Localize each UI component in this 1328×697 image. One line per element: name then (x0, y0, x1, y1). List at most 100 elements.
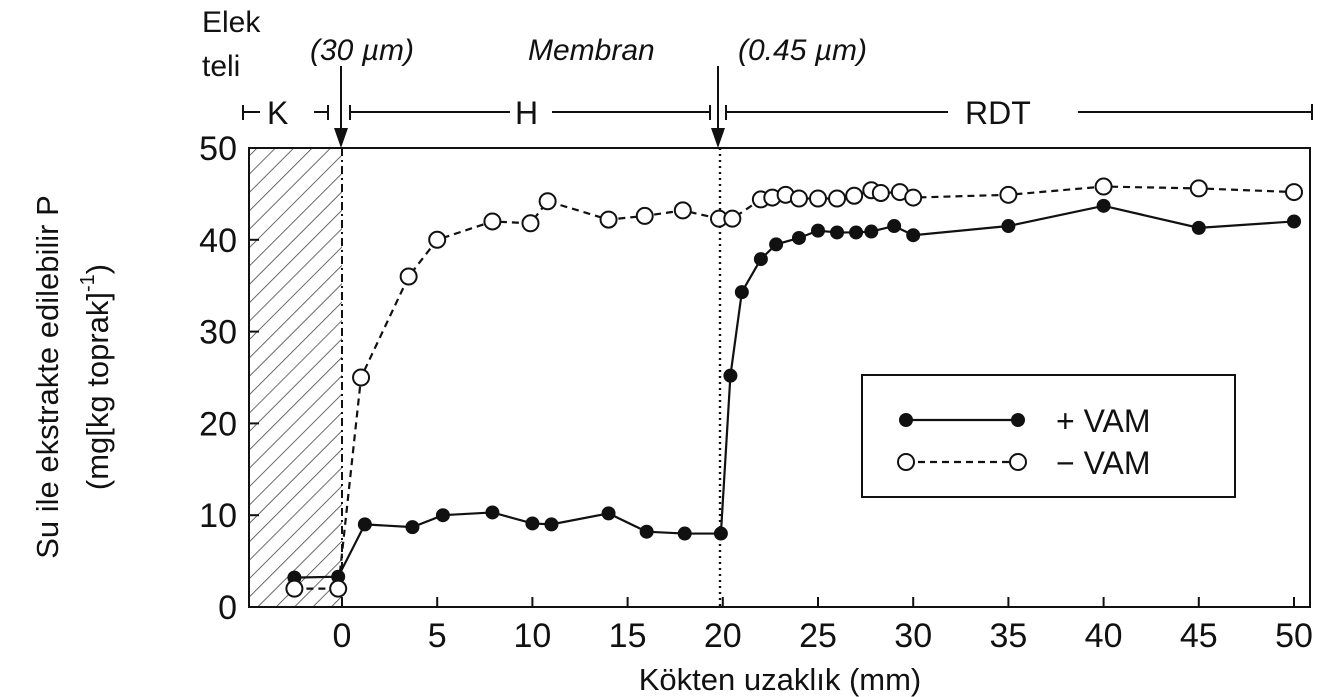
legend-marker (899, 413, 913, 427)
data-point (1287, 214, 1301, 229)
data-point (789, 189, 808, 208)
data-point (1189, 179, 1208, 198)
x-tick-label: 25 (799, 617, 837, 655)
data-point (538, 192, 557, 211)
data-point (830, 225, 845, 240)
data-point (285, 579, 304, 598)
x-tick-label: 45 (1180, 617, 1218, 655)
data-point (811, 223, 825, 238)
data-point (999, 185, 1018, 204)
y-axis-title-unit: (mg[kg toprak] (80, 292, 115, 490)
data-point (673, 201, 692, 220)
data-point (428, 230, 447, 249)
data-point (521, 214, 540, 233)
data-point (791, 230, 806, 245)
data-point (525, 516, 540, 531)
data-point (864, 224, 879, 239)
x-tick-label: 0 (333, 617, 352, 655)
data-point (601, 506, 616, 521)
y-axis-title-close: ) (80, 264, 115, 274)
zone-rdt-bracket (725, 104, 1313, 120)
y-tick-label: 20 (199, 405, 237, 443)
data-point (485, 505, 500, 520)
x-tick-label: 5 (428, 617, 447, 655)
x-axis-title: Kökten uzaklık (mm) (639, 662, 922, 697)
legend-items: + VAM − VAM (897, 403, 1151, 481)
data-point (544, 517, 559, 532)
y-axis-title-line2: (mg[kg toprak]-1) (77, 264, 115, 490)
zone-k-bracket (242, 105, 329, 120)
legend-label: − VAM (1056, 445, 1151, 481)
x-tick-label: 15 (609, 617, 647, 655)
data-point (399, 267, 418, 286)
data-point (1191, 220, 1206, 235)
legend: + VAM − VAM (861, 374, 1236, 498)
y-axis: 0 10 20 30 40 50 (199, 130, 259, 627)
data-point (809, 189, 827, 208)
data-point (713, 526, 728, 541)
data-point (1096, 198, 1111, 213)
legend-box (861, 374, 1236, 498)
zone-h-label: H (515, 95, 538, 131)
y-tick-label: 10 (199, 497, 237, 535)
data-point (1001, 219, 1016, 234)
mesh-size-label: (30 µm) (310, 34, 414, 67)
data-point (828, 189, 847, 208)
data-point (329, 579, 348, 598)
y-tick-label: 30 (199, 314, 237, 352)
data-point (677, 526, 692, 541)
series-minus-vam (285, 177, 1303, 598)
membrane-arrow (711, 66, 725, 148)
x-tick-label: 10 (513, 617, 551, 655)
data-point (906, 228, 921, 243)
y-tick-label: 40 (199, 222, 237, 260)
data-point (599, 210, 618, 229)
y-tick-label: 0 (218, 589, 237, 627)
data-point (723, 368, 738, 383)
legend-label: + VAM (1056, 403, 1151, 439)
data-point (635, 206, 654, 225)
data-point (357, 517, 372, 532)
y-axis-title-exponent: -1 (77, 274, 99, 292)
x-tick-label: 50 (1275, 617, 1313, 655)
data-point (352, 368, 371, 387)
data-point (1094, 177, 1113, 196)
legend-marker (1009, 453, 1027, 471)
zone-h-bracket (349, 105, 711, 120)
data-point (483, 212, 502, 231)
y-tick-label: 50 (199, 130, 237, 168)
data-point (753, 252, 768, 267)
data-point (435, 508, 450, 523)
x-axis: 0 5 10 15 20 25 30 35 40 45 50 (333, 597, 1313, 655)
data-point (405, 520, 420, 535)
x-tick-label: 20 (704, 617, 742, 655)
elek-label-line2: teli (202, 50, 240, 83)
data-point (1285, 183, 1303, 202)
membrane-size-label: (0.45 µm) (738, 34, 867, 67)
data-point (734, 285, 749, 300)
data-point (845, 186, 864, 205)
x-tick-label: 30 (894, 617, 932, 655)
data-point (887, 219, 902, 234)
zone-k-label: K (267, 95, 288, 131)
legend-item: − VAM (897, 445, 1151, 481)
data-point (723, 209, 742, 228)
membrane-label: Membran (528, 34, 655, 67)
plot-frame (248, 147, 1311, 608)
data-point (769, 237, 784, 252)
x-tick-label: 40 (1085, 617, 1123, 655)
root-zone-hatch (249, 148, 342, 607)
data-point (871, 183, 890, 202)
series-layer (285, 177, 1303, 598)
zone-rdt-label: RDT (965, 95, 1031, 131)
elek-label-line1: Elek (202, 6, 261, 39)
legend-marker (897, 453, 915, 471)
legend-item: + VAM (899, 403, 1151, 439)
mesh-arrow (334, 66, 348, 148)
data-point (849, 225, 864, 240)
data-point (639, 524, 654, 539)
data-point (904, 188, 923, 207)
series-plus-vam (287, 198, 1301, 585)
legend-marker (1011, 413, 1025, 427)
